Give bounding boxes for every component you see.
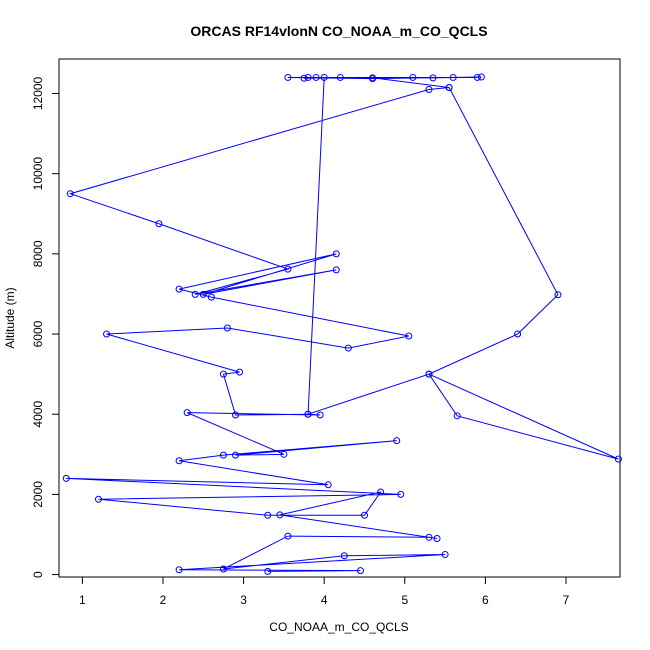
data-point [377, 488, 385, 496]
data-point [276, 511, 284, 519]
data-point [62, 474, 70, 482]
data-point [324, 481, 332, 489]
y-tick-label: 0 [31, 571, 45, 578]
data-point [409, 73, 417, 81]
data-point [175, 285, 183, 293]
x-axis-label: CO_NOAA_m_CO_QCLS [269, 620, 408, 634]
data-point [332, 266, 340, 274]
data-point [312, 73, 320, 81]
data-point [336, 73, 344, 81]
y-tick-label: 8000 [31, 240, 45, 267]
x-tick-label: 7 [563, 593, 570, 607]
data-point [264, 567, 272, 575]
y-axis: 0 2000 4000 6000 8000 10000 12000 [31, 76, 59, 578]
data-point [284, 73, 292, 81]
chart-title: ORCAS RF14vlonN CO_NOAA_m_CO_QCLS [190, 23, 487, 39]
y-tick-label: 2000 [31, 481, 45, 508]
data-point [304, 410, 312, 418]
data-point [219, 370, 227, 378]
data-point [223, 324, 231, 332]
data-point [405, 332, 413, 340]
data-point [284, 265, 292, 273]
data-point [344, 344, 352, 352]
data-point [280, 450, 288, 458]
data-point [316, 411, 324, 419]
data-point [369, 75, 377, 83]
data-point [445, 83, 453, 91]
x-tick-label: 1 [79, 593, 86, 607]
y-tick-label: 4000 [31, 401, 45, 428]
data-point [103, 330, 111, 338]
data-point [264, 511, 272, 519]
data-point [304, 73, 312, 81]
data-point [232, 411, 240, 419]
data-point [393, 437, 401, 445]
data-point [360, 511, 368, 519]
x-tick-label: 2 [160, 593, 167, 607]
data-point [66, 190, 74, 198]
data-point [449, 73, 457, 81]
series-line [66, 76, 619, 572]
data-point [236, 368, 244, 376]
data-point [429, 74, 437, 82]
data-point [155, 220, 163, 228]
data-point [300, 74, 308, 82]
data-point [207, 293, 215, 301]
data-point [554, 291, 562, 299]
data-point [175, 457, 183, 465]
data-point [219, 565, 227, 573]
x-tick-label: 3 [240, 593, 247, 607]
data-point [425, 370, 433, 378]
data-point [473, 73, 481, 81]
data-point [284, 532, 292, 540]
data-point [441, 551, 449, 559]
data-point [397, 490, 405, 498]
data-point [183, 409, 191, 417]
data-point [332, 250, 340, 258]
data-point [191, 290, 199, 298]
data-point [425, 533, 433, 541]
data-point [340, 552, 348, 560]
plot-frame [58, 58, 621, 578]
data-point [356, 567, 364, 575]
data-point [514, 330, 522, 338]
data-point [219, 451, 227, 459]
data-point [477, 73, 485, 81]
data-point [425, 85, 433, 93]
x-tick-label: 6 [482, 593, 489, 607]
data-point [433, 535, 441, 543]
series-layer [62, 73, 622, 575]
data-point [175, 566, 183, 574]
x-axis: 1 2 3 4 5 6 7 [79, 577, 570, 607]
x-tick-label: 4 [321, 593, 328, 607]
data-point [453, 412, 461, 420]
data-point [95, 495, 102, 503]
x-tick-label: 5 [401, 593, 408, 607]
data-point [320, 73, 328, 81]
y-tick-label: 6000 [31, 320, 45, 347]
y-tick-label: 10000 [31, 157, 45, 191]
y-axis-label: Altitude (m) [3, 287, 17, 348]
y-tick-label: 12000 [31, 76, 45, 110]
data-point [232, 451, 240, 459]
data-point [614, 455, 622, 463]
data-point [199, 290, 207, 298]
